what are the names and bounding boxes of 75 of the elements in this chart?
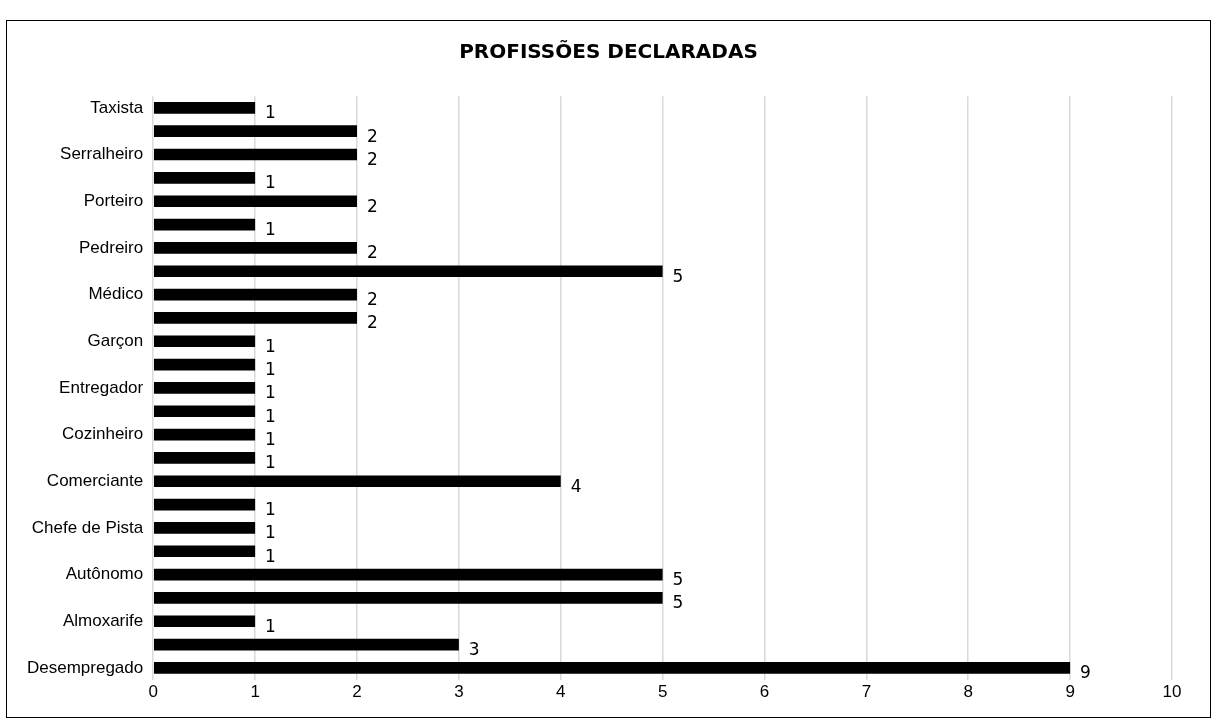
x-tick-label: 7 — [861, 682, 872, 702]
bar — [153, 312, 357, 324]
bar — [153, 662, 1071, 674]
y-tick-label: Taxista — [90, 97, 144, 117]
x-tick-label: 2 — [352, 682, 362, 702]
data-label: 1 — [265, 102, 276, 123]
bar — [153, 242, 357, 254]
bar — [153, 218, 256, 231]
y-tick-label: Porteiro — [83, 190, 144, 210]
y-tick-label: Comerciante — [46, 470, 144, 490]
data-label: 2 — [366, 288, 378, 309]
data-label: 5 — [672, 569, 684, 590]
y-tick-label: Entregador — [59, 377, 144, 397]
data-label: 2 — [366, 148, 378, 169]
bar — [153, 148, 357, 161]
data-label: 1 — [265, 522, 276, 543]
data-label: 5 — [672, 265, 684, 286]
x-tick-label: 1 — [250, 682, 260, 702]
data-label: 5 — [672, 592, 684, 613]
y-tick-label: Garçon — [87, 330, 144, 350]
y-tick-label: Pedreiro — [78, 237, 144, 257]
y-tick-label: Médico — [88, 284, 144, 304]
bar — [153, 452, 256, 464]
data-label: 2 — [366, 312, 378, 333]
bar — [153, 172, 256, 184]
data-label: 1 — [265, 452, 276, 473]
data-label: 1 — [265, 218, 276, 239]
y-tick-label: Cozinheiro — [61, 424, 144, 444]
bar — [153, 475, 561, 488]
bar — [153, 102, 256, 114]
data-label: 1 — [265, 405, 276, 426]
bar — [153, 522, 256, 534]
bar — [153, 638, 459, 651]
x-tick-label: 10 — [1162, 682, 1182, 702]
chart-title: PROFISSÕES DECLARADAS — [458, 39, 759, 63]
data-label: 9 — [1080, 662, 1091, 683]
data-label: 2 — [366, 242, 378, 263]
bar — [153, 498, 256, 511]
data-label: 1 — [265, 428, 276, 449]
bar — [153, 545, 256, 558]
data-label: 1 — [265, 358, 276, 379]
data-label: 1 — [265, 382, 276, 403]
bar — [153, 265, 663, 278]
bar — [153, 335, 256, 348]
data-label: 1 — [265, 615, 276, 636]
bar — [153, 428, 256, 441]
data-label: 1 — [265, 172, 276, 193]
bar — [153, 358, 256, 371]
bar — [153, 615, 256, 628]
x-tick-label: 4 — [556, 682, 566, 702]
bar — [153, 288, 357, 301]
y-tick-label: Almoxarife — [62, 610, 144, 630]
bar — [153, 382, 256, 394]
data-label: 2 — [366, 195, 378, 216]
x-tick-label: 5 — [657, 682, 668, 702]
x-tick-label: 9 — [1065, 682, 1075, 702]
bar — [153, 125, 357, 138]
bar — [153, 405, 256, 418]
y-tick-label: Desempregado — [26, 657, 144, 677]
x-tick-label: 8 — [963, 682, 973, 702]
data-label: 1 — [265, 545, 276, 566]
bar — [153, 592, 663, 604]
bar — [153, 195, 357, 208]
data-label: 1 — [265, 335, 276, 356]
bar — [153, 568, 663, 581]
data-label: 1 — [265, 499, 276, 519]
data-label: 3 — [468, 639, 480, 660]
y-tick-label: Chefe de Pista — [31, 517, 144, 537]
y-tick-label: Serralheiro — [60, 144, 144, 164]
y-tick-label: Autônomo — [65, 564, 144, 584]
data-label: 4 — [570, 475, 582, 496]
data-label: 2 — [366, 125, 378, 146]
x-tick-label: 0 — [148, 682, 158, 702]
x-tick-label: 3 — [454, 682, 464, 702]
x-tick-label: 6 — [759, 682, 770, 702]
